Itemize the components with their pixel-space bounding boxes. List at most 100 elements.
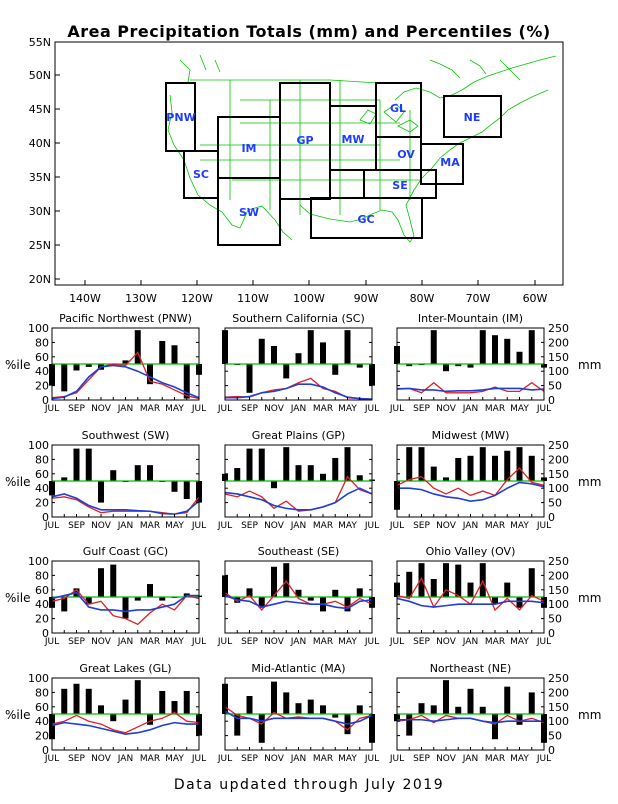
percentile-bar <box>234 714 241 736</box>
percentile-bar <box>430 466 437 481</box>
percentile-bar <box>528 568 535 597</box>
percentile-bar <box>504 338 511 364</box>
panel-5: Great Plains (GP) JUL SEP NOV JAN MAR MAY JUL <box>217 429 379 531</box>
percentile-bar <box>406 714 413 736</box>
y-left-axis-label: %ile <box>5 358 30 372</box>
x-tick-label: JUL <box>217 637 232 647</box>
observed-precip-line <box>396 467 545 497</box>
x-tick-label: NOV <box>436 754 457 764</box>
region-box-ne <box>443 95 502 138</box>
percentile-bar <box>258 597 265 608</box>
x-tick-label: MAR <box>485 754 505 764</box>
percentile-bar <box>332 457 339 481</box>
percentile-bar <box>73 364 80 371</box>
percentile-bar <box>492 714 498 740</box>
normal-precip-line <box>397 717 544 724</box>
x-tick-label: SEP <box>68 754 85 764</box>
percentile-bar <box>455 706 462 714</box>
x-tick-label: SEP <box>413 521 430 531</box>
x-tick-label: NOV <box>264 637 285 647</box>
y-right-tick-label: 50 <box>548 497 562 510</box>
region-boxes <box>165 82 502 246</box>
panel-3: Inter-Mountain (IM) JUL SEP NOV JAN MAR MAY JUL… <box>389 312 602 414</box>
y-left-tick-label: 80 <box>35 336 49 349</box>
x-tick-label: MAY <box>165 637 184 647</box>
x-tick-label: MAY <box>338 637 357 647</box>
percentile-bar <box>258 338 265 364</box>
percentile-bar <box>159 690 166 714</box>
x-tick-label: MAR <box>313 404 333 414</box>
percentile-bar <box>147 465 153 481</box>
panel-title: Mid-Atlantic (MA) <box>251 662 345 675</box>
percentile-bar <box>295 465 302 481</box>
y-left-tick-label: 20 <box>35 730 49 743</box>
percentile-bar <box>61 477 68 481</box>
percentile-bar <box>110 470 117 481</box>
x-tick-label: JUL <box>536 404 551 414</box>
x-tick-label: MAY <box>338 754 357 764</box>
percentile-bar <box>406 571 413 597</box>
percentile-bar <box>320 473 326 481</box>
map-region-label-sw: SW <box>239 206 259 219</box>
y-right-tick-label: 200 <box>548 336 569 349</box>
y-left-tick-label: 0 <box>42 394 49 407</box>
map-lon-label: 110W <box>237 292 269 305</box>
x-tick-label: JUL <box>389 637 404 647</box>
percentile-bar <box>492 597 498 605</box>
percentile-bar <box>430 579 437 597</box>
y-left-tick-label: 40 <box>35 482 49 495</box>
x-tick-label: JUL <box>191 521 206 531</box>
x-tick-label: JUL <box>364 754 379 764</box>
percentile-bar <box>356 364 363 368</box>
percentile-bar <box>283 447 290 481</box>
percentile-bar <box>271 566 277 597</box>
panel-title: Ohio Valley (OV) <box>426 545 516 558</box>
x-tick-label: JAN <box>462 521 478 531</box>
map-lat-label: 50N <box>29 69 51 82</box>
map-region-label-im: IM <box>241 142 256 155</box>
y-left-tick-label: 20 <box>35 497 49 510</box>
x-tick-label: SEP <box>413 754 430 764</box>
y-left-tick-label: 40 <box>35 598 49 611</box>
y-left-tick-label: 0 <box>42 744 49 757</box>
x-tick-label: NOV <box>436 521 457 531</box>
y-right-tick-label: 200 <box>548 453 569 466</box>
y-left-axis-label: %ile <box>5 708 30 722</box>
x-tick-label: JUL <box>536 754 551 764</box>
percentile-bar <box>320 705 326 714</box>
map-lon-label: 60W <box>523 292 548 305</box>
y-right-tick-label: 100 <box>548 598 569 611</box>
panel-title: Southern California (SC) <box>232 312 365 325</box>
y-left-tick-label: 80 <box>35 686 49 699</box>
x-tick-label: JAN <box>462 754 478 764</box>
x-tick-label: SEP <box>413 637 430 647</box>
percentile-bar <box>258 448 265 481</box>
x-tick-label: JUL <box>191 404 206 414</box>
region-panels: Pacific Northwest (PNW) JUL SEP NOV JAN MAR MA… <box>5 312 601 764</box>
x-tick-label: SEP <box>241 521 258 531</box>
percentile-bar <box>134 465 141 481</box>
percentile-bar <box>344 447 351 481</box>
x-tick-label: NOV <box>264 754 285 764</box>
y-right-tick-label: 250 <box>548 555 569 568</box>
y-right-axis-label: mm <box>578 358 601 372</box>
percentile-bar <box>271 681 277 714</box>
percentile-bar <box>98 568 104 597</box>
percentile-bar <box>344 330 351 364</box>
percentile-bar <box>307 597 314 601</box>
x-tick-label: MAR <box>140 521 160 531</box>
percentile-bar <box>467 688 474 714</box>
percentile-bar <box>479 706 486 714</box>
y-left-tick-label: 60 <box>35 701 49 714</box>
x-tick-label: MAY <box>165 521 184 531</box>
x-tick-label: SEP <box>241 754 258 764</box>
x-tick-label: JUL <box>44 521 59 531</box>
x-tick-label: JUL <box>536 637 551 647</box>
panel-8: Southeast (SE) JUL SEP NOV JAN MAR MAY JUL <box>217 545 379 647</box>
x-tick-label: MAR <box>140 754 160 764</box>
y-right-tick-label: 100 <box>548 482 569 495</box>
percentile-bar <box>85 597 92 605</box>
x-tick-label: NOV <box>436 637 457 647</box>
percentile-bar <box>443 364 449 372</box>
